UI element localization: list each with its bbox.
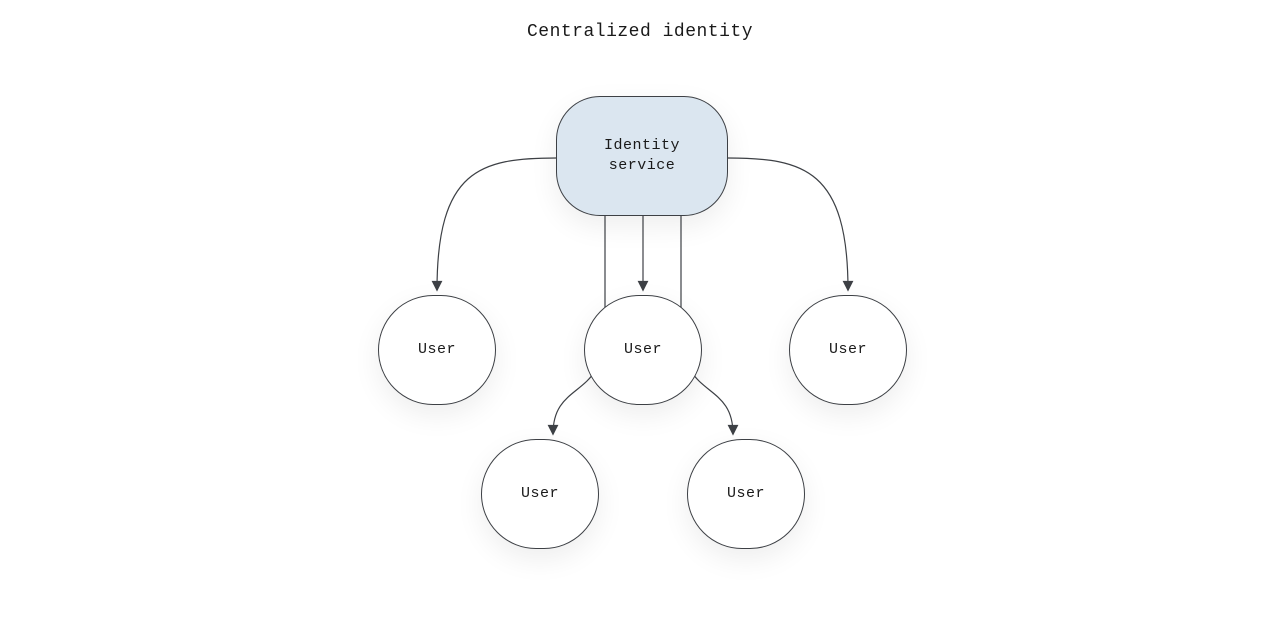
node-user5: User	[687, 439, 805, 549]
node-label: User	[418, 340, 456, 360]
diagram-canvas: Centralized identity Identity service Use…	[0, 0, 1280, 638]
diagram-title: Centralized identity	[0, 22, 1280, 42]
node-identity: Identity service	[556, 96, 728, 216]
node-user4: User	[481, 439, 599, 549]
edge-identity-user3	[728, 158, 848, 290]
node-user3: User	[789, 295, 907, 405]
node-user1: User	[378, 295, 496, 405]
node-user2: User	[584, 295, 702, 405]
node-label: User	[521, 484, 559, 504]
node-label: User	[829, 340, 867, 360]
node-label: User	[727, 484, 765, 504]
node-label: User	[624, 340, 662, 360]
edge-identity-user1	[437, 158, 556, 290]
node-label: Identity service	[604, 136, 680, 177]
